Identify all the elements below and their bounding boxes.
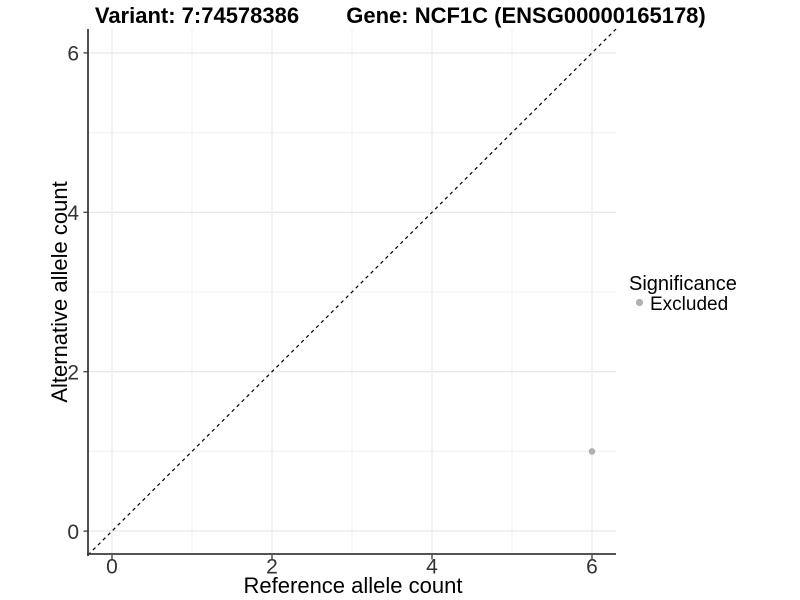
legend-item-label: Excluded — [650, 294, 728, 315]
y-tick-label: 4 — [67, 202, 79, 225]
legend-title: Significance — [629, 273, 737, 295]
x-tick-label: 4 — [426, 556, 438, 579]
x-tick-label: 0 — [106, 556, 118, 579]
y-tick-label: 6 — [67, 43, 79, 66]
legend: Significance Excluded — [629, 273, 737, 315]
y-tick-label: 0 — [67, 521, 79, 544]
identity-reference-line — [87, 28, 617, 556]
plot-title-gene: Gene: NCF1C (ENSG00000165178) — [346, 3, 706, 28]
x-tick-label: 6 — [586, 556, 598, 579]
y-tick-label: 2 — [67, 361, 79, 384]
data-point-excluded — [588, 448, 596, 455]
legend-key-dot — [635, 298, 644, 307]
plot-panel: 0 2 4 6 0 2 4 6 — [67, 28, 617, 579]
plot-title-variant: Variant: 7:74578386 — [95, 3, 299, 28]
y-axis-title: Alternative allele count — [47, 181, 72, 402]
x-axis-title: Reference allele count — [244, 573, 463, 598]
x-tick-label: 2 — [266, 556, 278, 579]
